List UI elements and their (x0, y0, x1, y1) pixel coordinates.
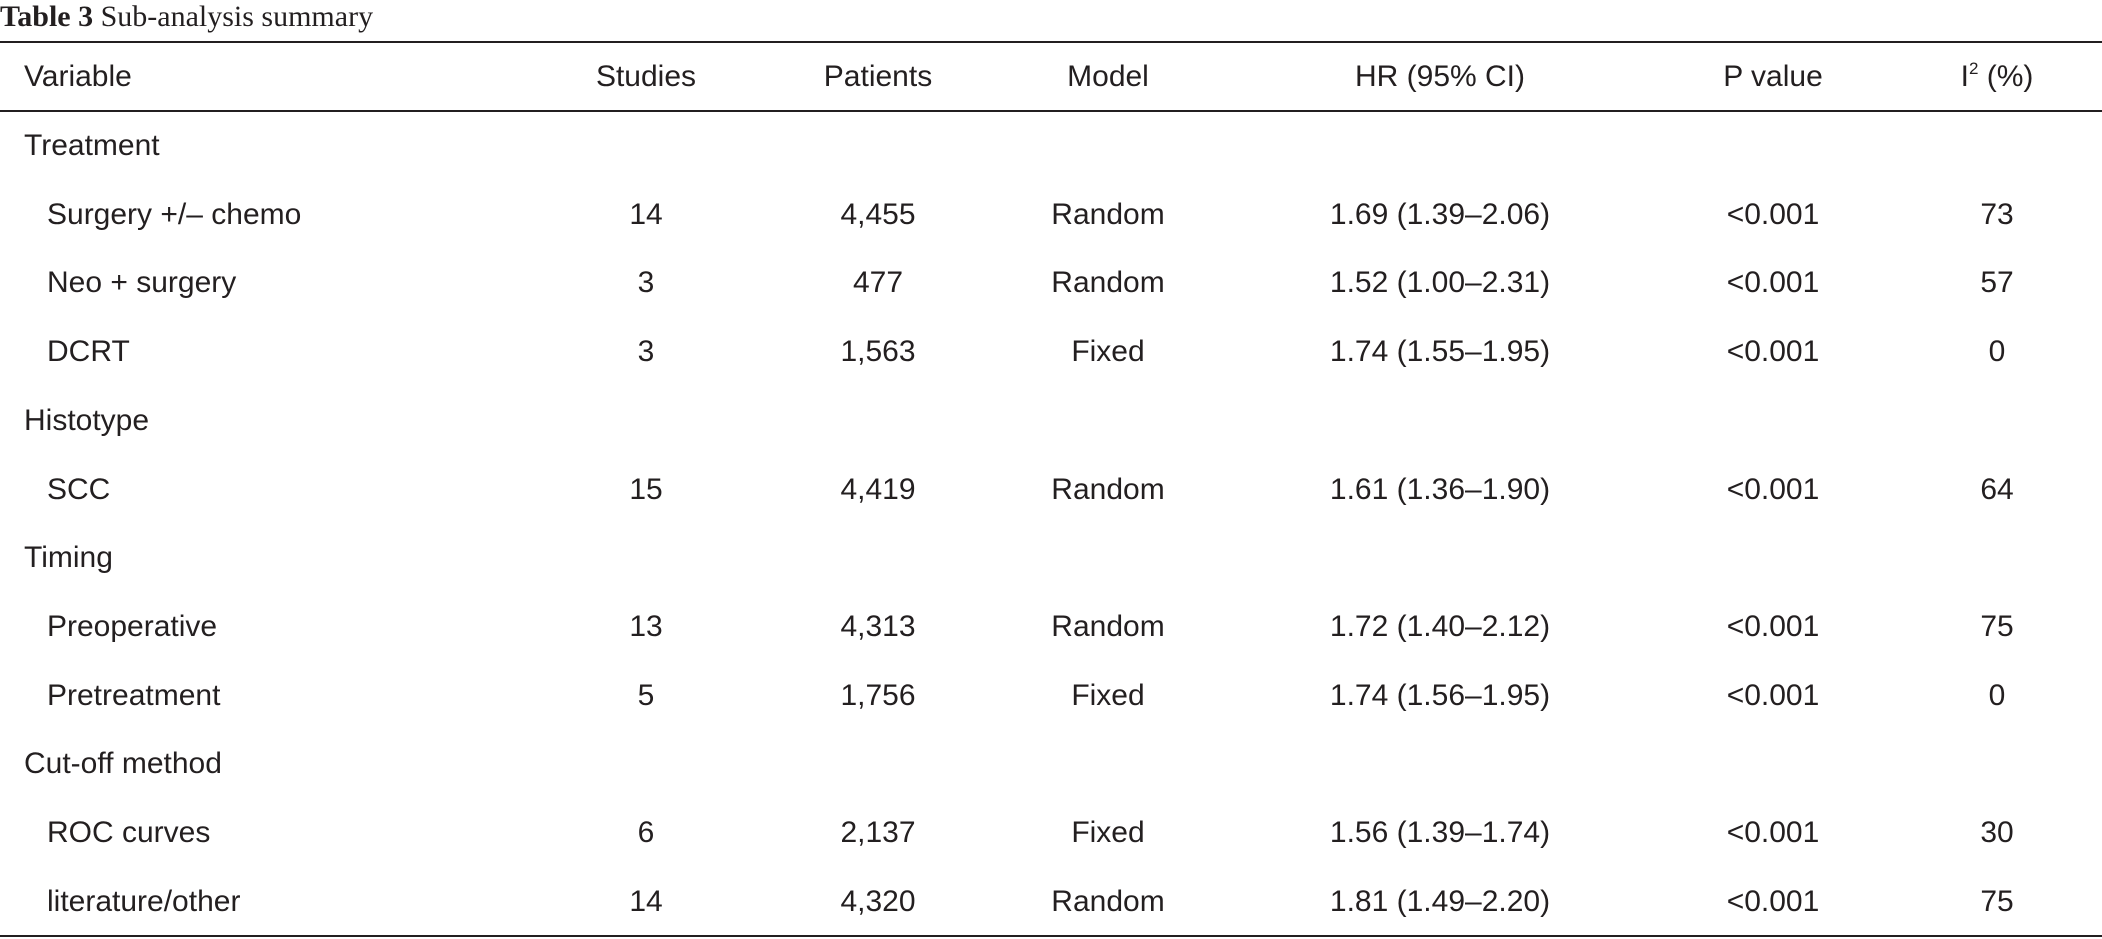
cell-model: Random (1051, 197, 1165, 231)
cell-patients: 477 (852, 266, 904, 300)
cell-studies: 3 (637, 335, 655, 369)
header-i2-superscript: 2 (1968, 59, 1979, 78)
cell-studies: 3 (637, 266, 655, 300)
group-row: Treatment (0, 111, 2102, 180)
cell-studies: 15 (629, 472, 663, 506)
cell-model: Fixed (1071, 816, 1145, 849)
header-patients: Patients (823, 60, 933, 93)
header-p-value: P value (1723, 60, 1823, 93)
cell-patients: 1,756 (840, 678, 916, 712)
cell-hr: 1.56 (1.39–1.74) (1329, 816, 1551, 849)
cell-p-value: <0.001 (1726, 197, 1820, 231)
table-row: DCRT 3 1,563 Fixed 1.74 (1.55–1.95) <0.001 0 (0, 317, 2102, 386)
cell-patients: 2,137 (840, 816, 916, 849)
cell-hr: 1.72 (1.40–2.12) (1329, 609, 1551, 643)
group-label: Timing (24, 541, 113, 575)
cell-variable: ROC curves (47, 816, 211, 849)
group-row: Histotype (0, 386, 2102, 455)
cell-hr: 1.81 (1.49–2.20) (1329, 884, 1551, 918)
header-i2-base: I (1960, 60, 1969, 93)
cell-i2: 0 (1988, 678, 2006, 712)
cell-patients: 4,313 (840, 609, 916, 643)
cell-studies: 5 (637, 678, 655, 712)
cell-hr: 1.69 (1.39–2.06) (1329, 197, 1551, 231)
table-caption: Table 3 Sub-analysis summary (0, 0, 373, 40)
table-row: Surgery +/– chemo 14 4,455 Random 1.69 (1.39… (0, 180, 2102, 249)
cell-variable: Pretreatment (47, 678, 221, 712)
cell-hr: 1.74 (1.56–1.95) (1329, 678, 1551, 712)
cell-patients: 4,455 (840, 197, 916, 231)
group-label: Treatment (24, 129, 160, 162)
cell-p-value: <0.001 (1726, 472, 1820, 506)
cell-hr: 1.74 (1.55–1.95) (1329, 335, 1551, 369)
cell-hr: 1.61 (1.36–1.90) (1329, 472, 1551, 506)
cell-i2: 30 (1980, 816, 2014, 849)
table-header-rule (0, 110, 2102, 112)
cell-i2: 64 (1980, 472, 2014, 506)
cell-i2: 73 (1980, 197, 2014, 231)
cell-i2: 0 (1988, 335, 2006, 369)
cell-p-value: <0.001 (1726, 609, 1820, 643)
cell-patients: 1,563 (840, 335, 916, 369)
header-model: Model (1067, 60, 1149, 93)
cell-p-value: <0.001 (1726, 266, 1820, 300)
group-row: Cut-off method (0, 729, 2102, 798)
header-i2: I2 (%) (1897, 42, 2097, 111)
cell-variable: Neo + surgery (47, 266, 237, 300)
cell-studies: 14 (629, 884, 663, 918)
header-variable: Variable (24, 60, 132, 93)
cell-p-value: <0.001 (1726, 335, 1820, 369)
table-caption-label: Table 3 (0, 0, 94, 33)
cell-hr: 1.52 (1.00–2.31) (1329, 266, 1551, 300)
cell-i2: 75 (1980, 609, 2014, 643)
cell-variable: SCC (47, 472, 111, 506)
cell-variable: literature/other (47, 884, 241, 918)
cell-model: Random (1051, 266, 1165, 300)
cell-model: Fixed (1071, 678, 1145, 712)
cell-variable: DCRT (47, 335, 130, 369)
cell-p-value: <0.001 (1726, 678, 1820, 712)
cell-model: Fixed (1071, 335, 1145, 369)
table-row: ROC curves 6 2,137 Fixed 1.56 (1.39–1.74) <0.… (0, 798, 2102, 867)
table-row: Neo + surgery 3 477 Random 1.52 (1.00–2.31) <… (0, 248, 2102, 317)
cell-model: Random (1051, 609, 1165, 643)
table-header-row: Variable Studies Patients Model HR (95% … (0, 42, 2102, 111)
cell-variable: Preoperative (47, 609, 218, 643)
table-top-rule (0, 41, 2102, 43)
cell-studies: 13 (629, 609, 663, 643)
cell-p-value: <0.001 (1726, 816, 1820, 849)
cell-model: Random (1051, 884, 1165, 918)
header-i2-unit: (%) (1978, 60, 2034, 93)
group-label: Cut-off method (24, 747, 222, 781)
cell-i2: 57 (1980, 266, 2014, 300)
cell-i2: 75 (1980, 884, 2014, 918)
cell-variable: Surgery +/– chemo (47, 197, 302, 231)
group-label: Histotype (24, 403, 150, 437)
table-row: literature/other 14 4,320 Random 1.81 (1.49–… (0, 867, 2102, 936)
group-row: Timing (0, 523, 2102, 592)
cell-model: Random (1051, 472, 1165, 506)
table-row: SCC 15 4,419 Random 1.61 (1.36–1.90) <0.001 64 (0, 455, 2102, 524)
table-row: Preoperative 13 4,313 Random 1.72 (1.40–2.12… (0, 592, 2102, 661)
cell-patients: 4,419 (840, 472, 916, 506)
header-hr: HR (95% CI) (1354, 60, 1526, 93)
table-row: Pretreatment 5 1,756 Fixed 1.74 (1.56–1.95) <… (0, 661, 2102, 730)
table-caption-title: Sub-analysis summary (100, 0, 374, 33)
cell-studies: 6 (637, 816, 655, 849)
cell-studies: 14 (629, 197, 663, 231)
header-studies: Studies (595, 60, 697, 93)
table-bottom-rule (0, 935, 2102, 937)
cell-patients: 4,320 (840, 884, 916, 918)
cell-p-value: <0.001 (1726, 884, 1820, 918)
